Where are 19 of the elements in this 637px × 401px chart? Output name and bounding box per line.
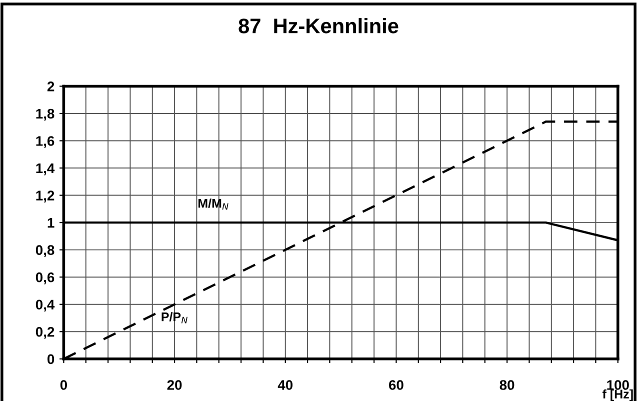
y-tick-label: 0,8 [36,245,54,258]
x-tick-label: 60 [389,380,404,390]
x-tick-label: 40 [278,380,293,390]
y-tick-label: 0 [48,354,54,364]
y-tick-label: 1,2 [36,190,54,202]
x-tick-label: 20 [167,380,182,390]
y-tick-label: 0,2 [36,326,54,339]
y-tick-label: 1,4 [36,163,55,176]
y-tick-label: 1 [48,218,54,228]
x-tick-label: 80 [500,380,514,390]
y-tick-label: 0,4 [36,300,55,312]
y-tick-label: 1,6 [36,136,54,148]
x-tick-label: 100 [607,380,629,390]
chart-title: 87 Hz-Kennlinie [238,18,398,34]
y-tick-label: 2 [47,82,54,92]
y-tick-label: 0,6 [36,272,54,284]
x-axis-title: f [Hz] [602,389,633,401]
x-tick-label: 0 [60,380,67,390]
y-tick-label: 1,8 [36,108,54,121]
